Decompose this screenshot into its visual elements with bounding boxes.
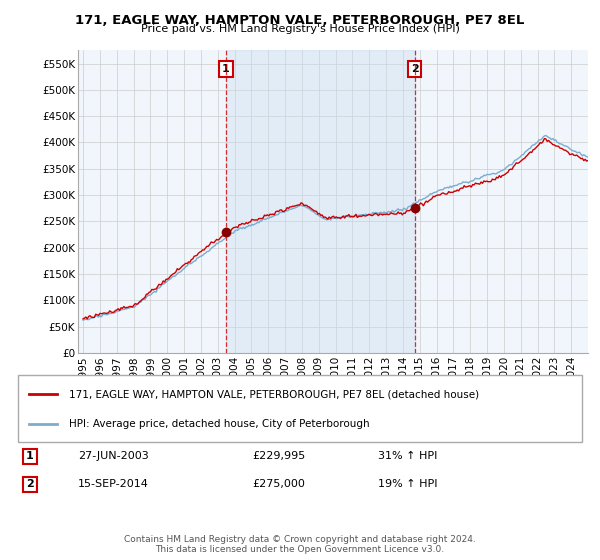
Text: 27-JUN-2003: 27-JUN-2003 xyxy=(78,451,149,461)
FancyBboxPatch shape xyxy=(18,375,582,442)
Text: 1: 1 xyxy=(222,64,230,74)
Bar xyxy=(226,50,415,353)
Text: HPI: Average price, detached house, City of Peterborough: HPI: Average price, detached house, City… xyxy=(69,418,370,428)
Text: 2: 2 xyxy=(411,64,419,74)
Text: £229,995: £229,995 xyxy=(252,451,305,461)
Text: 19% ↑ HPI: 19% ↑ HPI xyxy=(378,479,437,489)
Text: £275,000: £275,000 xyxy=(252,479,305,489)
Text: 15-SEP-2014: 15-SEP-2014 xyxy=(78,479,149,489)
Text: Contains HM Land Registry data © Crown copyright and database right 2024.
This d: Contains HM Land Registry data © Crown c… xyxy=(124,535,476,554)
Text: 2: 2 xyxy=(26,479,34,489)
Text: Price paid vs. HM Land Registry's House Price Index (HPI): Price paid vs. HM Land Registry's House … xyxy=(140,24,460,34)
Text: 31% ↑ HPI: 31% ↑ HPI xyxy=(378,451,437,461)
Text: 171, EAGLE WAY, HAMPTON VALE, PETERBOROUGH, PE7 8EL (detached house): 171, EAGLE WAY, HAMPTON VALE, PETERBOROU… xyxy=(69,389,479,399)
Text: 171, EAGLE WAY, HAMPTON VALE, PETERBOROUGH, PE7 8EL: 171, EAGLE WAY, HAMPTON VALE, PETERBOROU… xyxy=(76,14,524,27)
Text: 1: 1 xyxy=(26,451,34,461)
